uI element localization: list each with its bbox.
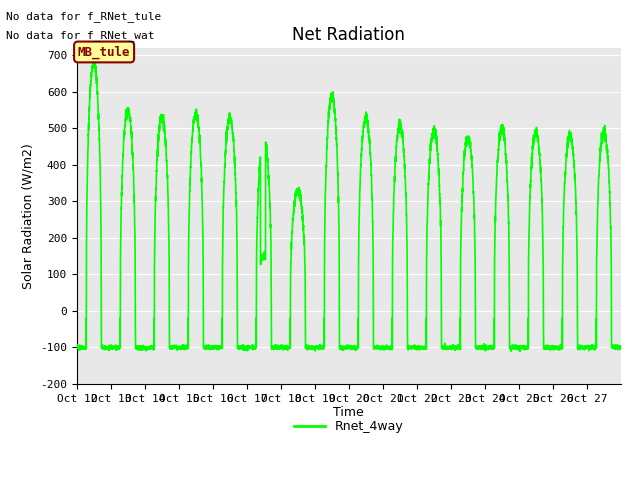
Text: No data for f_RNet_wat: No data for f_RNet_wat — [6, 30, 155, 41]
Title: Net Radiation: Net Radiation — [292, 25, 405, 44]
Y-axis label: Solar Radiation (W/m2): Solar Radiation (W/m2) — [22, 143, 35, 289]
Text: MB_tule: MB_tule — [78, 45, 131, 59]
Text: No data for f_RNet_tule: No data for f_RNet_tule — [6, 11, 162, 22]
Legend: Rnet_4way: Rnet_4way — [289, 415, 409, 438]
X-axis label: Time: Time — [333, 407, 364, 420]
